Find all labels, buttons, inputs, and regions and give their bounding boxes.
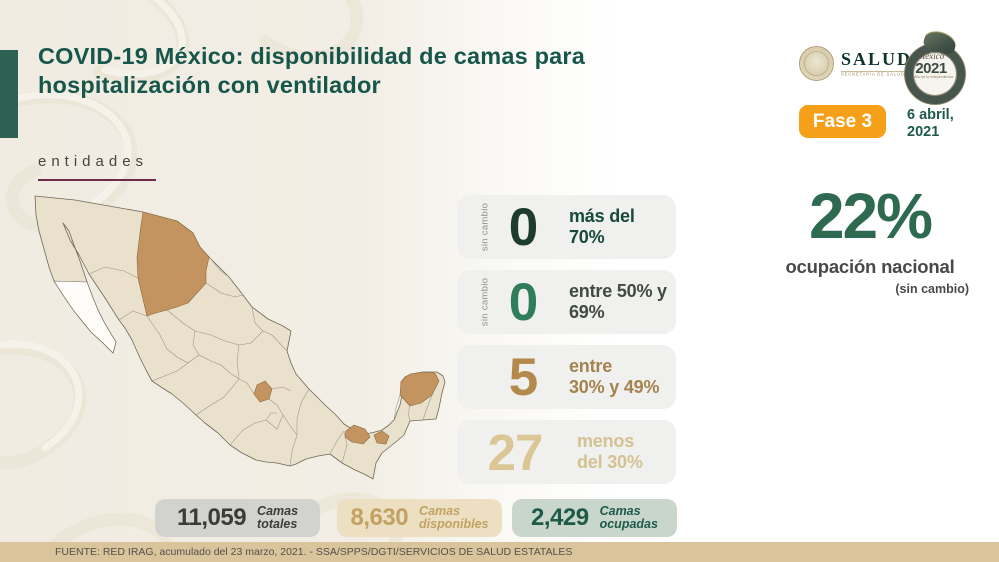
- category-label-line2: 30% y 49%: [569, 377, 660, 397]
- serpent-ring-icon: [905, 44, 965, 104]
- map-state-highlight-1: [136, 211, 210, 317]
- page-title: COVID-19 México: disponibilidad de camas…: [38, 43, 586, 98]
- map-state-boundaries: [88, 256, 433, 467]
- national-occupancy-value: 22%: [808, 180, 933, 252]
- category-label-line1: menos: [577, 430, 635, 451]
- total-label-line2: totales: [257, 517, 298, 531]
- section-label-entidades: entidades: [38, 153, 157, 181]
- total-value: 8,630: [350, 504, 409, 531]
- category-box-menos-30: 27 menos del 30%: [457, 420, 676, 484]
- emblem-script-text: México: [917, 51, 945, 61]
- source-text: FUENTE: RED IRAG, acumulado del 23 marzo…: [55, 546, 573, 558]
- total-label-line1: Camas: [257, 503, 299, 518]
- category-label-line2: del 30%: [577, 452, 643, 472]
- mexico-2021-emblem: México 2021 Año de la Independencia: [904, 28, 966, 106]
- total-label-line2: ocupadas: [599, 517, 658, 531]
- change-note-vertical: sin cambio: [479, 202, 491, 252]
- total-camas-totales: 11,059 Camas totales: [155, 499, 320, 537]
- total-label-line1: Camas: [599, 503, 641, 518]
- category-box-mas-del-70: sin cambio 0 más del 70%: [457, 195, 676, 259]
- category-label-line1: entre 50% y: [569, 280, 667, 301]
- total-camas-disponibles: 8,630 Camas disponibles: [337, 499, 502, 537]
- report-date-line2: 2021: [907, 124, 940, 141]
- map-state-highlight-4: [344, 424, 371, 445]
- total-value: 11,059: [176, 504, 247, 531]
- mexico-states-map: [34, 195, 446, 480]
- category-label-line2: 70%: [569, 227, 605, 247]
- government-seal-icon: [799, 46, 834, 81]
- category-label-line1: entre: [569, 355, 613, 376]
- map-state-no-data: [53, 280, 117, 354]
- emblem-subtext: Año de la Independencia: [914, 75, 953, 80]
- map-state-highlight-3: [399, 371, 440, 407]
- category-label-line2: 69%: [569, 302, 605, 322]
- title-accent-bar: [0, 50, 18, 138]
- map-state-highlight-5: [373, 430, 390, 445]
- category-value: 0: [508, 272, 538, 332]
- report-date: 6 abril, 2021: [907, 107, 954, 142]
- salud-logo-text: SALUD: [841, 48, 913, 69]
- category-label-line1: más del: [569, 205, 635, 226]
- category-value: 0: [508, 197, 538, 257]
- total-label-line1: Camas: [419, 503, 461, 518]
- report-date-line1: 6 abril,: [907, 107, 954, 123]
- salud-logo: SALUD SECRETARÍA DE SALUD: [799, 46, 929, 81]
- emblem-year-text: 2021: [915, 60, 947, 77]
- source-footer: FUENTE: RED IRAG, acumulado del 23 marzo…: [0, 542, 999, 562]
- phase-badge: Fase 3: [799, 105, 886, 138]
- national-occupancy-change: (sin cambio): [895, 282, 969, 296]
- category-value: 5: [508, 347, 538, 407]
- total-value: 2,429: [531, 504, 589, 531]
- total-camas-ocupadas: 2,429 Camas ocupadas: [512, 499, 677, 537]
- national-occupancy-block: 22% ocupación nacional (sin cambio): [765, 184, 975, 296]
- salud-logo-subtext: SECRETARÍA DE SALUD: [841, 70, 905, 77]
- availability-category-list: sin cambio 0 más del 70% sin cambio 0 en…: [457, 195, 676, 484]
- total-label-line2: disponibles: [419, 517, 489, 531]
- category-box-30-49: 5 entre 30% y 49%: [457, 345, 676, 409]
- change-note-vertical: sin cambio: [479, 277, 491, 327]
- category-value: 27: [487, 423, 544, 481]
- national-occupancy-label: ocupación nacional: [785, 256, 955, 277]
- category-box-50-69: sin cambio 0 entre 50% y 69%: [457, 270, 676, 334]
- map-state-highlight-2: [253, 380, 273, 403]
